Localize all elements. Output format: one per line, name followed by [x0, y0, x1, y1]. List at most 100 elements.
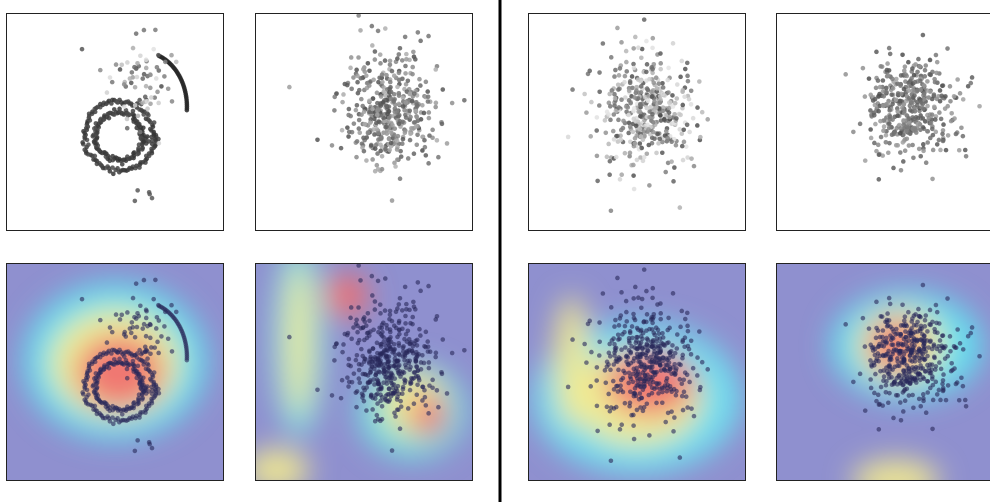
point	[356, 263, 361, 268]
point	[400, 354, 406, 359]
point	[608, 458, 614, 464]
point	[384, 381, 390, 386]
panel-border	[6, 263, 224, 481]
point	[868, 342, 874, 348]
point	[628, 350, 633, 356]
point	[912, 108, 918, 114]
point	[885, 400, 891, 406]
point	[582, 91, 587, 97]
point	[866, 326, 872, 331]
point	[639, 55, 644, 61]
point	[375, 166, 381, 172]
point	[921, 398, 926, 404]
point	[140, 326, 146, 331]
point	[926, 115, 932, 121]
point	[340, 99, 345, 105]
point	[665, 160, 671, 166]
point	[680, 87, 686, 93]
point	[930, 426, 935, 432]
point	[629, 324, 635, 329]
point	[876, 358, 881, 364]
point	[436, 154, 441, 160]
point	[878, 118, 883, 124]
point	[334, 341, 339, 346]
point	[884, 335, 889, 341]
point	[889, 132, 895, 138]
point	[384, 103, 389, 109]
point	[132, 198, 138, 204]
point	[355, 329, 360, 335]
point	[860, 65, 866, 71]
point	[918, 153, 924, 159]
point	[916, 146, 922, 152]
point	[369, 273, 375, 279]
point	[130, 295, 136, 301]
point	[648, 104, 653, 110]
point	[404, 51, 409, 57]
point	[113, 312, 119, 317]
point	[630, 85, 635, 91]
point	[365, 61, 371, 66]
point	[906, 345, 912, 351]
point	[658, 113, 663, 118]
point	[388, 339, 394, 345]
point	[149, 445, 155, 451]
point	[634, 334, 639, 340]
point	[634, 84, 639, 90]
point	[388, 334, 393, 340]
point	[367, 68, 372, 74]
point	[695, 105, 700, 110]
point	[627, 80, 633, 86]
panel-border	[255, 13, 473, 231]
point	[624, 69, 630, 74]
point	[652, 386, 657, 392]
point	[904, 386, 910, 392]
point	[934, 70, 939, 76]
point	[666, 110, 672, 115]
point	[107, 325, 113, 330]
point	[91, 157, 96, 162]
point	[380, 99, 386, 105]
point	[878, 64, 884, 69]
point	[948, 348, 953, 354]
point	[653, 325, 659, 331]
point	[387, 62, 393, 68]
point	[660, 330, 665, 336]
point	[344, 332, 350, 338]
point	[128, 80, 134, 86]
point	[646, 392, 652, 398]
point	[287, 84, 292, 90]
point	[977, 353, 982, 359]
point	[426, 110, 432, 115]
point	[137, 129, 143, 135]
point	[679, 381, 685, 387]
point	[129, 320, 135, 325]
point	[876, 108, 881, 114]
point	[149, 391, 155, 397]
point	[378, 392, 383, 398]
point	[420, 148, 425, 153]
point	[378, 311, 383, 316]
point	[392, 356, 398, 361]
point	[353, 107, 359, 113]
point	[119, 62, 125, 68]
panel	[255, 263, 473, 481]
point	[887, 121, 892, 126]
point	[898, 150, 903, 155]
point	[884, 67, 890, 73]
point	[354, 102, 360, 108]
point	[898, 417, 904, 423]
point	[644, 401, 650, 407]
point	[887, 301, 893, 307]
point	[153, 76, 159, 81]
heat-blob	[285, 263, 312, 416]
point	[687, 379, 692, 385]
point	[86, 142, 91, 147]
point	[374, 362, 380, 368]
point	[642, 344, 648, 350]
point	[380, 349, 386, 355]
point	[403, 71, 408, 76]
point	[444, 141, 450, 146]
point	[887, 371, 892, 376]
point	[625, 355, 631, 360]
